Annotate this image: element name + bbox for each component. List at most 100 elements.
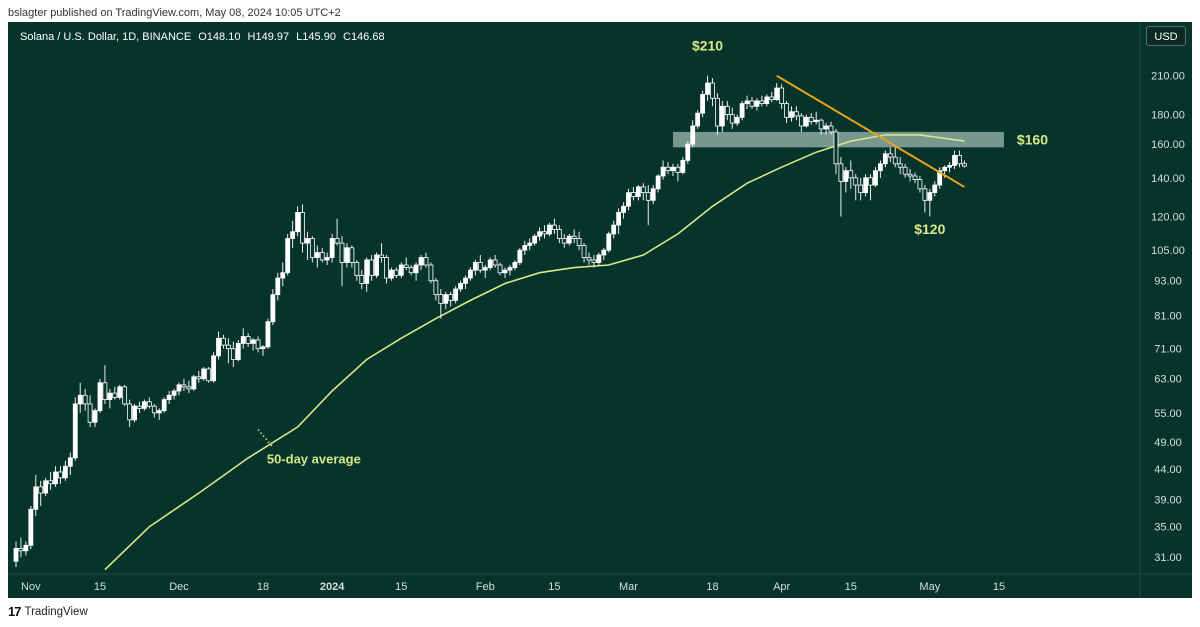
candle-body — [784, 103, 789, 118]
candle-body — [48, 480, 53, 485]
x-tick-label: 15 — [94, 581, 106, 593]
candle — [300, 204, 305, 253]
y-tick-label: 105.00 — [1151, 245, 1185, 257]
candle — [250, 338, 256, 351]
candle — [606, 231, 612, 253]
candle-body — [329, 238, 335, 258]
candle — [611, 220, 617, 239]
candle — [87, 395, 93, 428]
candle-body — [151, 405, 157, 414]
candle-body — [181, 384, 187, 388]
x-tick-label: 15 — [993, 581, 1005, 593]
candle-body — [443, 294, 449, 304]
footer-brand[interactable]: TradingView — [24, 605, 88, 618]
candle-body — [463, 277, 468, 284]
candle — [492, 255, 498, 268]
candle — [92, 408, 98, 428]
candle-body — [112, 392, 118, 398]
candle — [848, 160, 854, 189]
candle — [596, 252, 602, 265]
candle — [907, 168, 913, 182]
grid-layer — [8, 22, 1192, 598]
candle — [58, 466, 63, 484]
candle-body — [873, 170, 878, 186]
candle-body — [92, 410, 98, 423]
candle-body — [67, 457, 73, 467]
candle-body — [724, 105, 730, 115]
candle-body — [142, 401, 147, 409]
candle-body — [961, 163, 967, 167]
candle-body — [196, 376, 202, 380]
candle — [897, 157, 903, 175]
candle-body — [448, 294, 454, 301]
peak-label: $210 — [692, 38, 723, 54]
candle — [146, 397, 152, 409]
candle-body — [848, 170, 854, 179]
x-tick-label: 15 — [548, 581, 560, 593]
candle — [97, 378, 103, 413]
candle — [749, 96, 755, 110]
candle-body — [729, 114, 735, 124]
candle-body — [947, 165, 952, 168]
candle — [828, 121, 834, 135]
candle-body — [132, 405, 137, 421]
candle-body — [813, 119, 819, 123]
candle-body — [280, 272, 286, 279]
candle-body — [779, 87, 785, 105]
candle — [433, 278, 439, 301]
candle — [502, 267, 508, 279]
candle — [705, 75, 710, 101]
x-tick-label: Mar — [619, 581, 638, 593]
candle-body — [789, 111, 794, 118]
low-label: $120 — [914, 221, 945, 237]
x-tick-label: Nov — [21, 581, 41, 593]
candle — [858, 177, 864, 201]
candle — [161, 397, 167, 413]
candle-body — [616, 212, 622, 226]
candle-body — [853, 177, 859, 186]
currency-button[interactable]: USD — [1146, 26, 1186, 46]
candle-body — [38, 486, 44, 494]
candle-body — [645, 192, 651, 201]
candle — [892, 147, 898, 168]
candle — [690, 120, 696, 148]
candle-body — [640, 186, 646, 193]
candle — [695, 110, 701, 129]
candle-body — [334, 238, 340, 244]
candle — [719, 100, 725, 132]
candle-body — [122, 386, 128, 405]
candle — [961, 160, 967, 168]
candle — [670, 163, 676, 176]
candle — [626, 188, 631, 211]
candle — [813, 111, 819, 125]
candle — [265, 318, 271, 349]
candle — [675, 163, 681, 182]
candle — [225, 338, 231, 364]
candle-body — [374, 254, 379, 276]
candle-body — [423, 257, 429, 266]
ohlc-open: O148.10 — [198, 31, 241, 43]
candle-layer — [13, 75, 967, 568]
ma50-line — [104, 134, 965, 571]
candle — [443, 291, 449, 310]
candle-body — [497, 264, 503, 274]
candle — [107, 388, 113, 409]
candle-body — [670, 166, 676, 172]
candle — [122, 384, 128, 407]
candle — [117, 384, 123, 400]
candle — [650, 185, 656, 205]
ohlc-close: C146.68 — [343, 31, 385, 43]
candle — [38, 480, 44, 506]
candle — [413, 262, 419, 281]
candle-body — [201, 368, 207, 380]
candle-body — [542, 231, 547, 235]
price-chart[interactable]: $210 $160 $120 50-day average 31.00 35.00 39.… — [8, 22, 1192, 598]
candle — [438, 288, 444, 319]
y-tick-label: 39.00 — [1154, 494, 1182, 506]
candle — [660, 160, 666, 180]
candle-body — [631, 192, 636, 197]
candle — [640, 183, 646, 201]
chart-background — [8, 22, 1192, 598]
candle-body — [734, 116, 740, 124]
candle — [586, 252, 592, 265]
